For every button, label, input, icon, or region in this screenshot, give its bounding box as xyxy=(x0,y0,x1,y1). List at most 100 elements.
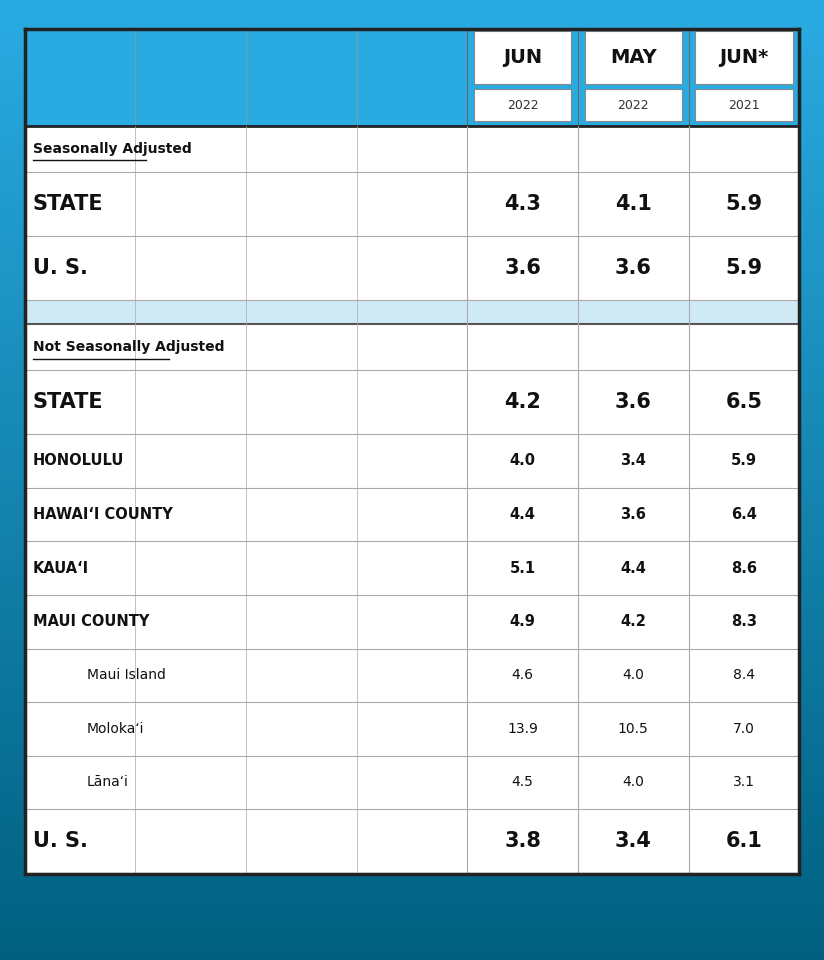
Bar xyxy=(0,538,824,542)
Text: 4.2: 4.2 xyxy=(620,614,646,629)
Bar xyxy=(0,576,824,581)
Bar xyxy=(0,619,824,624)
Text: 3.6: 3.6 xyxy=(620,507,646,522)
Bar xyxy=(0,893,824,898)
Bar xyxy=(0,302,824,307)
Text: 3.4: 3.4 xyxy=(615,831,652,852)
Bar xyxy=(0,365,824,370)
Bar xyxy=(0,206,824,211)
Bar xyxy=(0,499,824,504)
Text: Lānaʻi: Lānaʻi xyxy=(87,776,129,789)
Text: MAY: MAY xyxy=(610,48,657,67)
Bar xyxy=(0,725,824,730)
Text: 4.2: 4.2 xyxy=(504,392,541,412)
Text: U. S.: U. S. xyxy=(33,831,88,852)
Bar xyxy=(0,787,824,792)
Bar xyxy=(0,749,824,754)
Bar xyxy=(0,394,824,398)
Bar xyxy=(0,298,824,302)
Bar xyxy=(0,826,824,830)
Bar xyxy=(0,413,824,418)
Bar xyxy=(0,254,824,259)
Bar xyxy=(0,955,824,960)
Text: HAWAIʻI COUNTY: HAWAIʻI COUNTY xyxy=(33,507,173,522)
Bar xyxy=(0,48,824,53)
Bar xyxy=(0,168,824,173)
Text: 6.4: 6.4 xyxy=(731,507,757,522)
Text: 7.0: 7.0 xyxy=(733,722,755,736)
Text: Seasonally Adjusted: Seasonally Adjusted xyxy=(33,142,192,156)
Bar xyxy=(0,806,824,811)
Bar xyxy=(0,264,824,269)
Text: 3.6: 3.6 xyxy=(504,258,541,278)
Text: 4.1: 4.1 xyxy=(615,194,652,214)
Bar xyxy=(0,763,824,768)
Bar xyxy=(0,888,824,893)
Bar xyxy=(0,926,824,931)
Bar xyxy=(0,706,824,710)
Bar xyxy=(0,38,824,43)
Bar xyxy=(0,840,824,845)
Bar xyxy=(0,106,824,110)
Bar xyxy=(0,950,824,955)
Text: 8.3: 8.3 xyxy=(731,614,757,629)
Bar xyxy=(0,883,824,888)
Bar xyxy=(0,917,824,922)
Bar xyxy=(0,504,824,509)
Bar xyxy=(0,898,824,902)
Bar xyxy=(0,389,824,394)
Bar xyxy=(0,682,824,686)
Bar xyxy=(0,859,824,864)
Text: 3.4: 3.4 xyxy=(620,453,646,468)
Bar xyxy=(0,283,824,288)
Text: Maui Island: Maui Island xyxy=(87,668,166,683)
Bar xyxy=(0,158,824,163)
Text: Not Seasonally Adjusted: Not Seasonally Adjusted xyxy=(33,340,224,354)
Bar xyxy=(695,89,793,121)
Bar xyxy=(0,139,824,144)
Text: 3.6: 3.6 xyxy=(615,258,652,278)
Bar xyxy=(0,202,824,206)
Bar xyxy=(0,461,824,466)
Bar xyxy=(0,797,824,802)
Bar xyxy=(0,115,824,120)
Text: STATE: STATE xyxy=(33,392,104,412)
Text: 13.9: 13.9 xyxy=(508,722,538,736)
Bar xyxy=(0,82,824,86)
Bar xyxy=(0,53,824,58)
Bar xyxy=(0,58,824,62)
Bar xyxy=(0,874,824,878)
Bar xyxy=(0,336,824,341)
Text: 3.8: 3.8 xyxy=(504,831,541,852)
Bar xyxy=(0,427,824,432)
Bar xyxy=(0,374,824,379)
Bar xyxy=(0,346,824,350)
Bar xyxy=(0,269,824,274)
Bar xyxy=(0,557,824,562)
Bar xyxy=(0,509,824,514)
Bar xyxy=(0,72,824,77)
Text: 4.4: 4.4 xyxy=(620,561,646,576)
Text: 5.9: 5.9 xyxy=(731,453,757,468)
Bar xyxy=(0,845,824,850)
Bar xyxy=(0,341,824,346)
Bar xyxy=(0,648,824,653)
Bar xyxy=(0,226,824,230)
Bar xyxy=(0,586,824,590)
Bar xyxy=(25,126,799,874)
Bar xyxy=(0,634,824,638)
Bar xyxy=(0,154,824,158)
Bar xyxy=(0,605,824,610)
Bar xyxy=(0,595,824,600)
Bar xyxy=(0,221,824,226)
Bar xyxy=(0,230,824,235)
Bar xyxy=(0,614,824,619)
Bar xyxy=(0,922,824,926)
Bar xyxy=(695,31,793,84)
Bar xyxy=(0,850,824,854)
Bar xyxy=(0,552,824,557)
Bar xyxy=(0,403,824,408)
Text: 5.1: 5.1 xyxy=(509,561,536,576)
Bar xyxy=(0,542,824,547)
Bar xyxy=(0,379,824,384)
